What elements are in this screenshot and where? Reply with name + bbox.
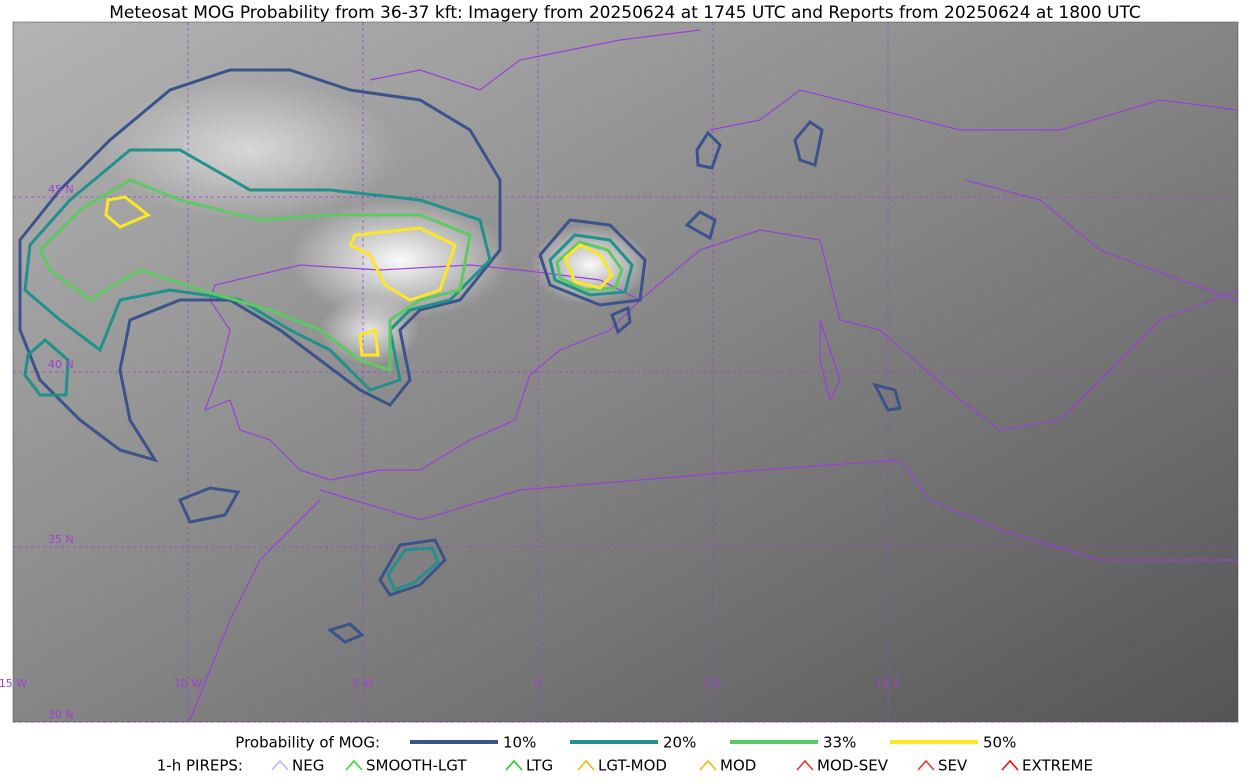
- title: Meteosat MOG Probability from 36-37 kft:…: [109, 3, 1141, 23]
- pirep-symbol: [1001, 759, 1019, 771]
- longitude-label: 5 W: [352, 677, 373, 690]
- cloud: [100, 80, 400, 220]
- longitude-label: 15 W: [0, 677, 27, 690]
- legend-label: MOD: [720, 757, 756, 775]
- latitude-label: 45 N: [48, 183, 74, 196]
- map: 45 N 40 N 35 N 30 N 15 W 10 W 5 W 0 5 E 10 E: [0, 21, 1239, 723]
- contours: [18, 68, 902, 644]
- legend-label: SMOOTH-LGT: [366, 757, 467, 775]
- legend-label: 50%: [983, 734, 1016, 752]
- legend-label: MOD-SEV: [817, 757, 889, 775]
- latitude-label: 30 N: [48, 708, 74, 721]
- longitude-label: 5 E: [704, 677, 721, 690]
- pirep-symbol: [505, 759, 523, 771]
- legend-label: SEV: [938, 757, 968, 775]
- latitude-label: 40 N: [48, 358, 74, 371]
- longitude-label: 0: [535, 677, 542, 690]
- legend-label: 10%: [503, 734, 536, 752]
- pirep-symbol: [271, 759, 289, 771]
- legend-label: LGT-MOD: [598, 757, 667, 775]
- coastlines: [189, 29, 1239, 721]
- legend-label: NEG: [292, 757, 324, 775]
- legend-title: 1-h PIREPS:: [157, 757, 243, 775]
- legend-label: LTG: [526, 757, 553, 775]
- legend: Probability of MOG: 10% 20% 33% 50% 1-h PIREP…: [157, 734, 1093, 775]
- map-frame: [12, 21, 1239, 723]
- longitude-label: 10 E: [876, 677, 900, 690]
- legend-label: 33%: [823, 734, 856, 752]
- pirep-symbol: [577, 759, 595, 771]
- longitude-label: 10 W: [174, 677, 202, 690]
- latitude-label: 35 N: [48, 533, 74, 546]
- legend-title: Probability of MOG:: [235, 734, 380, 752]
- pirep-symbol: [917, 759, 935, 771]
- pirep-symbol: [345, 759, 363, 771]
- legend-label: 20%: [663, 734, 696, 752]
- pirep-symbol: [796, 759, 814, 771]
- pirep-symbol: [699, 759, 717, 771]
- legend-label: EXTREME: [1022, 757, 1093, 775]
- cloud: [530, 225, 650, 305]
